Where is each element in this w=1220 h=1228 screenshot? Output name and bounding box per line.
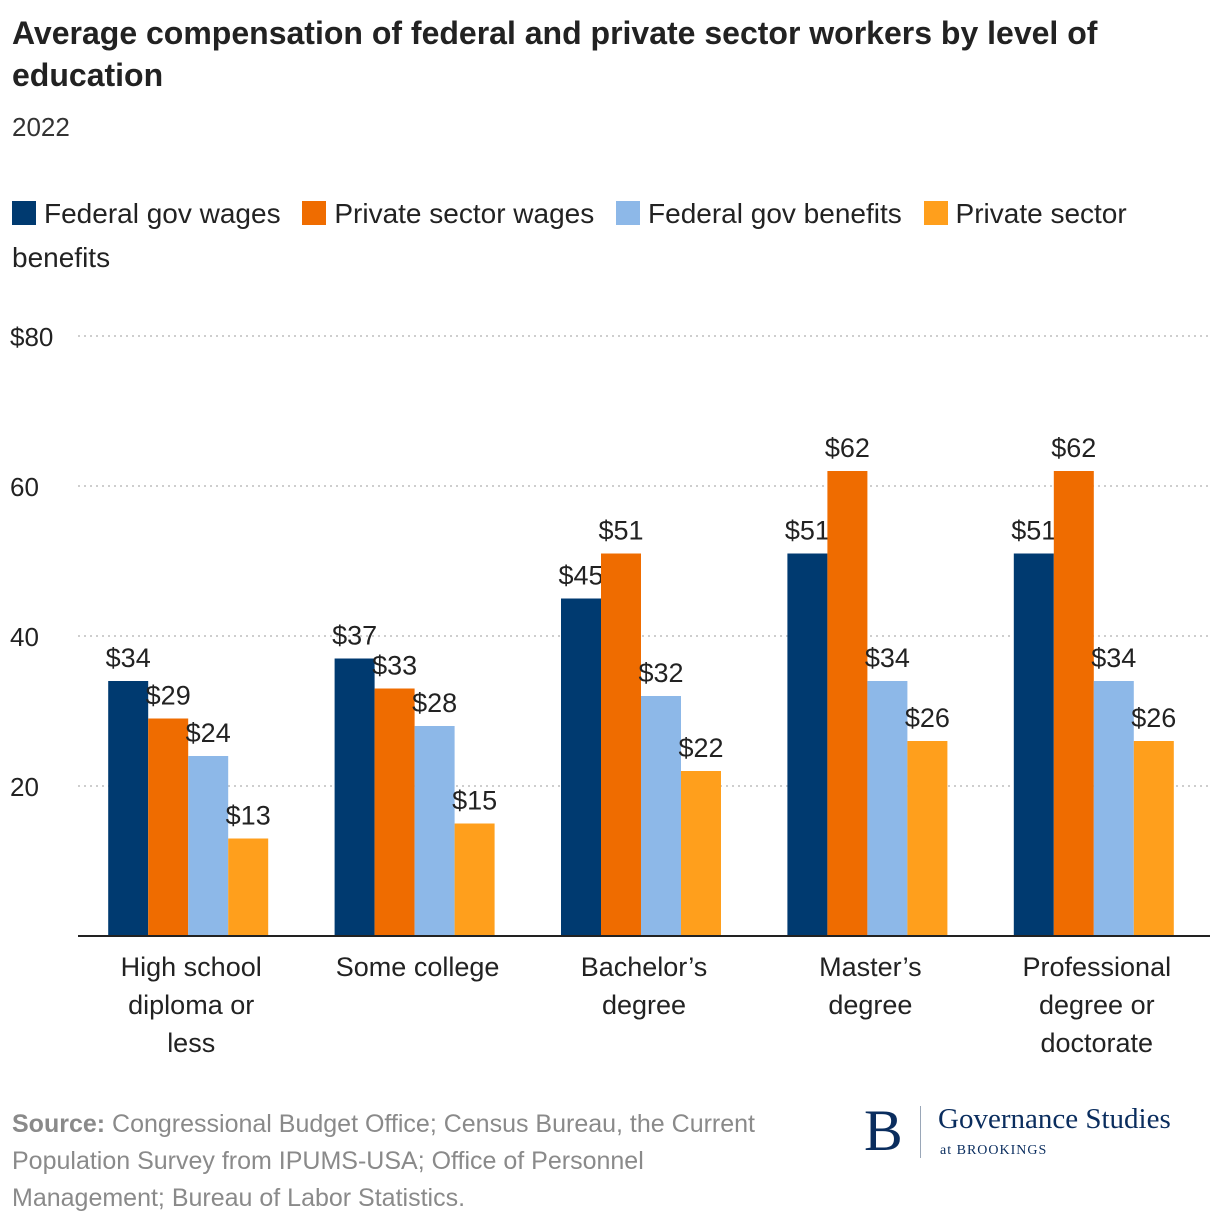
data-label: $34 — [106, 643, 151, 673]
bar — [334, 658, 375, 936]
data-label: $15 — [452, 786, 497, 816]
data-label: $37 — [332, 621, 377, 651]
x-tick-label-line: less — [167, 1028, 215, 1058]
legend-label: Private sector wages — [334, 198, 595, 229]
x-tick-label-line: degree or — [1039, 990, 1155, 1020]
bar — [228, 838, 269, 936]
legend-item: Private sector benefits — [12, 198, 1127, 273]
source-note: Source: Congressional Budget Office; Cen… — [12, 1106, 772, 1217]
x-tick-label-line: degree — [828, 990, 912, 1020]
x-tick-label-line: Master’s — [819, 952, 922, 982]
data-label: $51 — [1011, 516, 1056, 546]
data-label: $24 — [186, 718, 231, 748]
bar-chart: 20 40 60 $80 $34 $29 $24 $13 High school diploma … — [10, 322, 1210, 1058]
bar — [108, 681, 149, 936]
data-label: $29 — [146, 681, 191, 711]
data-label: $26 — [1131, 703, 1176, 733]
bar — [641, 696, 681, 936]
legend-label: Private sector benefits — [12, 198, 1127, 273]
x-tick-label-line: doctorate — [1041, 1028, 1154, 1058]
data-label: $51 — [785, 516, 830, 546]
data-label: $51 — [598, 516, 643, 546]
legend-swatch — [923, 201, 948, 225]
brand-name: Governance Studies — [938, 1103, 1171, 1135]
x-tick-label-line: degree — [602, 990, 686, 1020]
bar — [787, 553, 828, 936]
bar — [561, 598, 601, 936]
x-tick-label: Bachelor’s degree — [581, 952, 708, 1020]
y-tick-label: 40 — [10, 622, 39, 652]
chart-legend: Federal gov wages Private sector wages F… — [12, 192, 1202, 280]
brand-subtitle: at BROOKINGS — [940, 1143, 1048, 1158]
data-label: $26 — [905, 703, 950, 733]
x-tick-label-line: Professional — [1023, 952, 1172, 982]
data-label: $34 — [865, 643, 910, 673]
legend-label: Federal gov wages — [44, 198, 281, 229]
bar — [867, 681, 908, 936]
data-label: $33 — [372, 651, 417, 681]
bar — [681, 771, 721, 936]
data-label: $28 — [412, 688, 457, 718]
x-tick-label-line: Some college — [336, 952, 500, 982]
data-label: $34 — [1091, 643, 1136, 673]
chart-title: Average compensation of federal and priv… — [12, 15, 1098, 93]
data-label: $22 — [678, 733, 723, 763]
brookings-logo: B Governance Studies at BROOKINGS — [864, 1100, 1214, 1166]
bar — [1133, 741, 1174, 936]
y-tick-label: 20 — [10, 772, 39, 802]
bar — [414, 726, 455, 936]
source-label: Source: — [12, 1110, 106, 1138]
bar — [454, 823, 495, 936]
legend-swatch — [302, 201, 327, 225]
legend-label: Federal gov benefits — [648, 198, 902, 229]
bar — [827, 471, 868, 936]
bar — [188, 756, 229, 936]
x-tick-label: Some college — [336, 952, 500, 982]
legend-item: Federal gov benefits — [616, 198, 916, 229]
legend-swatch — [616, 201, 641, 225]
legend-item: Private sector wages — [302, 198, 608, 229]
x-tick-label-line: diploma or — [128, 990, 254, 1020]
x-tick-label: Master’s degree — [819, 952, 922, 1020]
bar — [907, 741, 948, 936]
x-tick-label-line: High school — [121, 952, 262, 982]
bar — [374, 688, 415, 936]
bar — [601, 553, 641, 936]
data-label: $62 — [1051, 433, 1096, 463]
bar — [1013, 553, 1054, 936]
legend-item: Federal gov wages — [12, 198, 295, 229]
legend-swatch — [12, 201, 36, 225]
y-tick-label: $80 — [10, 322, 53, 352]
y-tick-label: 60 — [10, 472, 39, 502]
brand-divider — [920, 1106, 921, 1158]
data-label: $32 — [638, 658, 683, 688]
chart-subtitle: 2022 — [12, 112, 70, 142]
bar — [1093, 681, 1134, 936]
bar — [148, 718, 189, 936]
data-label: $13 — [226, 801, 271, 831]
bar — [1053, 471, 1094, 936]
data-label: $45 — [558, 561, 603, 591]
x-tick-label-line: Bachelor’s — [581, 952, 708, 982]
brand-logo-letter: B — [864, 1098, 903, 1163]
x-tick-label: Professional degree or doctorate — [1023, 952, 1172, 1058]
data-label: $62 — [825, 433, 870, 463]
source-text: Congressional Budget Office; Census Bure… — [12, 1110, 755, 1212]
x-tick-label: High school diploma or less — [121, 952, 262, 1058]
